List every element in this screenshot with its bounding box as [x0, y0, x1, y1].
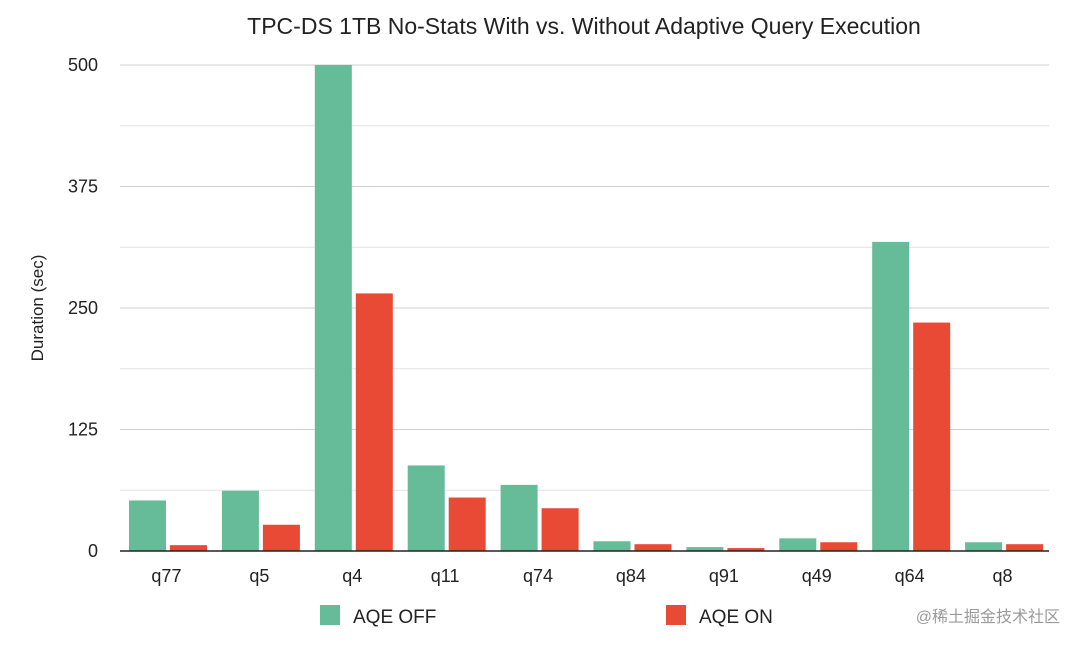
y-tick-label: 250	[68, 298, 98, 318]
bar-q64-aqe-on	[913, 322, 951, 551]
bar-q77-aqe-off	[129, 500, 166, 551]
bar-q4-aqe-off	[314, 65, 352, 551]
legend-label-aqe-off: AQE OFF	[353, 607, 436, 628]
bar-q77-aqe-on	[170, 545, 207, 551]
legend: AQE OFF AQE ON	[320, 605, 773, 628]
bar-q5-aqe-off	[221, 490, 259, 551]
bar-q84-aqe-on	[634, 544, 672, 551]
bars	[129, 65, 1044, 552]
bar-q74-aqe-on	[541, 508, 579, 551]
bar-q5-aqe-on	[262, 524, 300, 551]
x-tick-label: q77	[151, 566, 181, 586]
x-tick-label: q74	[523, 566, 553, 586]
x-tick-label: q91	[709, 566, 739, 586]
legend-label-aqe-on: AQE ON	[699, 607, 773, 628]
watermark: @稀土掘金技术社区	[916, 608, 1060, 626]
x-tick-label: q84	[616, 566, 646, 586]
y-tick-label: 0	[88, 541, 98, 561]
y-tick-label: 375	[68, 177, 98, 197]
legend-swatch-aqe-off	[320, 605, 340, 625]
y-tick-labels: 0 125 250 375 500	[68, 55, 98, 561]
x-tick-label: q4	[342, 566, 362, 586]
legend-swatch-aqe-on	[666, 605, 686, 625]
x-tick-label: q8	[993, 566, 1013, 586]
bar-q8-aqe-on	[1006, 544, 1044, 551]
x-tick-label: q5	[249, 566, 269, 586]
bar-q11-aqe-on	[448, 497, 486, 551]
bar-q64-aqe-off	[872, 241, 910, 552]
x-tick-labels: q77 q5 q4 q11 q74 q84 q91 q49 q64 q8	[151, 566, 1012, 586]
x-tick-label: q11	[431, 566, 460, 586]
x-tick-label: q49	[802, 566, 832, 586]
bar-q49-aqe-on	[820, 542, 858, 551]
bar-q4-aqe-on	[355, 293, 393, 551]
bar-q91-aqe-off	[686, 547, 724, 551]
gridlines	[120, 64, 1049, 491]
bar-q84-aqe-off	[593, 541, 631, 551]
bar-q49-aqe-off	[779, 538, 817, 551]
y-tick-label: 125	[68, 420, 98, 440]
bar-q11-aqe-off	[407, 465, 445, 551]
bar-q8-aqe-off	[965, 542, 1003, 551]
y-axis-label: Duration (sec)	[28, 255, 47, 362]
x-tick-label: q64	[895, 566, 925, 586]
bar-q74-aqe-off	[500, 484, 538, 551]
bar-q91-aqe-on	[727, 548, 765, 551]
chart-title: TPC-DS 1TB No-Stats With vs. Without Ada…	[247, 13, 921, 39]
y-tick-label: 500	[68, 55, 98, 75]
